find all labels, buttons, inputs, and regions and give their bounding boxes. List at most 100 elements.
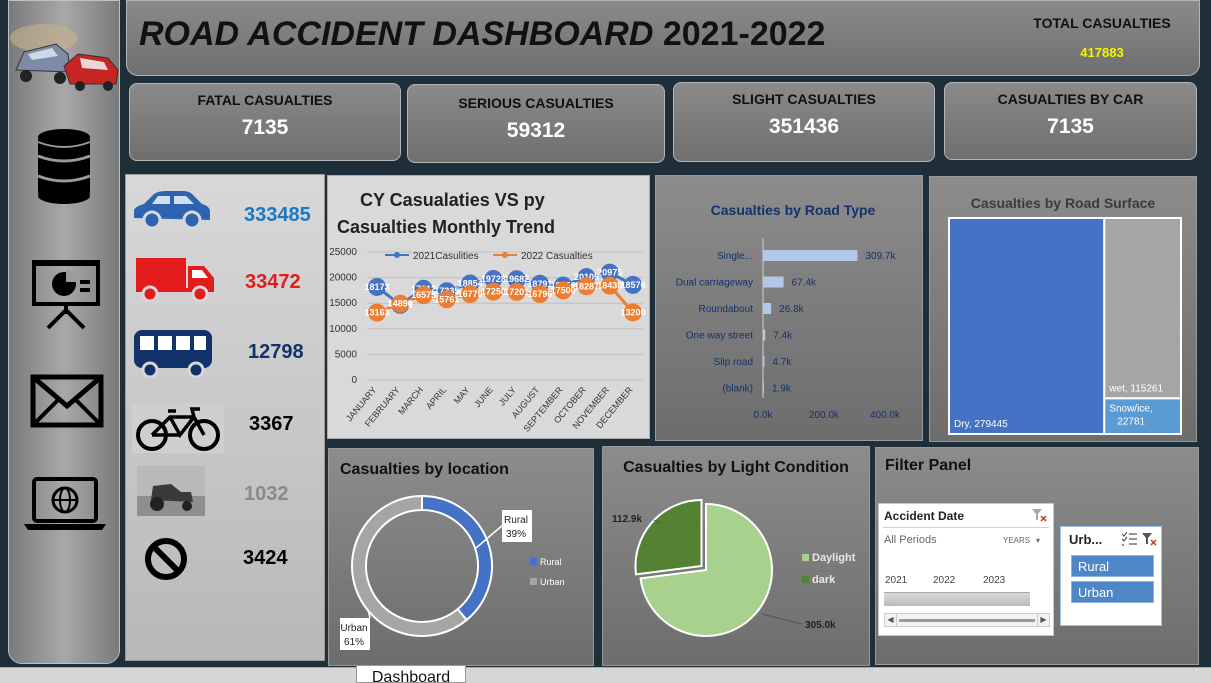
treemap-cell	[1103, 217, 1182, 400]
road-surface-chart: Dry, 279445 wet, 115261 Snow/ice, 22781	[948, 217, 1182, 435]
laptop-globe-icon[interactable]	[22, 476, 108, 532]
data-point	[600, 276, 619, 295]
y-tick-label: 0	[351, 375, 357, 386]
label-pct: 39%	[506, 529, 526, 540]
data-point	[461, 285, 480, 304]
y-tick-label: 20000	[329, 273, 357, 284]
car-icon	[134, 191, 210, 230]
data-label: 13163	[364, 308, 389, 318]
page-title-year: 2021-2022	[662, 15, 826, 53]
treemap-label: wet, 115261	[1108, 383, 1163, 394]
farm-vehicle-icon	[137, 466, 205, 516]
data-label: 19728	[481, 274, 506, 284]
date-slicer-year-2021[interactable]: 2021	[885, 575, 908, 586]
x-tick-label: 400.0k	[870, 410, 901, 421]
light-chart: 112.9k 305.0k Daylight dark	[612, 499, 856, 637]
data-label: 18173	[364, 282, 389, 292]
other-casualties-value: 3424	[243, 547, 288, 569]
y-tick-label: 5000	[335, 349, 358, 360]
x-tick-label: 200.0k	[809, 410, 840, 421]
legend-label: Daylight	[812, 552, 856, 564]
data-label: 18430	[597, 281, 622, 291]
date-slicer-timeline-bar[interactable]	[884, 592, 1030, 606]
car-crash-logo-icon	[10, 24, 119, 91]
truck-icon	[136, 258, 214, 302]
road-type-chart: Single... 309.7k Dual carriageway 67.4k Roun…	[676, 238, 901, 421]
urban-rural-slicer[interactable]: Urb... Rural Urban	[1060, 526, 1162, 626]
treemap-cell	[948, 217, 1106, 435]
date-slicer-scrollbar[interactable]: ◀ ▶	[884, 613, 1050, 627]
data-label: 13200	[620, 307, 645, 317]
light-title: Casualties by Light Condition	[623, 459, 849, 476]
scroll-thumb[interactable]	[899, 619, 1035, 622]
kpi-fatal-label: FATAL CASUALTIES	[197, 92, 333, 108]
legend-swatch	[530, 578, 537, 585]
x-tick-label: MARCH	[396, 385, 425, 417]
category-label: (blank)	[722, 384, 753, 395]
scroll-right-icon[interactable]: ▶	[1037, 614, 1049, 626]
scroll-left-icon[interactable]: ◀	[885, 614, 897, 626]
date-slicer-granularity[interactable]: YEARS	[1003, 536, 1031, 545]
clear-filter-icon[interactable]	[1031, 508, 1047, 522]
treemap-label: Snow/ice,	[1109, 403, 1152, 414]
legend-label: Rural	[540, 557, 562, 567]
database-icon[interactable]	[36, 128, 92, 204]
data-point	[414, 286, 433, 305]
pie-slice	[634, 499, 703, 576]
data-point	[437, 290, 456, 309]
bicycle-icon	[132, 403, 224, 453]
date-slicer-year-2023[interactable]: 2023	[983, 575, 1006, 586]
data-label: 18791	[527, 279, 552, 289]
category-label: One way street	[686, 331, 753, 342]
header-banner: ROAD ACCIDENT DASHBOARD 2021-2022 TOTAL …	[126, 0, 1200, 76]
mail-icon[interactable]	[30, 374, 104, 428]
data-point	[507, 270, 526, 289]
chevron-down-icon[interactable]: ▾	[1036, 536, 1041, 545]
bar	[763, 276, 784, 288]
trend-title-line2: Casualties Monthly Trend	[337, 217, 556, 237]
x-tick-label: APRIL	[424, 385, 448, 411]
donut-segment	[351, 494, 469, 637]
bus-icon	[134, 330, 212, 378]
kpi-serious: SERIOUS CASUALTIES 59312	[407, 84, 665, 163]
label-box	[502, 510, 532, 542]
clear-filter-icon[interactable]	[1141, 532, 1157, 546]
date-slicer-year-2022[interactable]: 2022	[933, 575, 956, 586]
data-point	[507, 282, 526, 301]
trend-chart: 2500020000150001000050000JANUARYFEBRUARY…	[329, 247, 645, 434]
legend-swatch	[530, 558, 537, 565]
label-pct: 61%	[344, 637, 364, 648]
bicycle-casualties-value: 3367	[249, 413, 294, 435]
kpi-fatal: FATAL CASUALTIES 7135	[129, 83, 401, 161]
data-point	[554, 281, 573, 300]
data-point	[624, 303, 642, 322]
road-type-title: Casualties by Road Type	[710, 202, 876, 218]
presentation-chart-icon[interactable]	[30, 258, 102, 330]
data-label: 309.7k	[865, 251, 896, 262]
slicer-item-urban[interactable]: Urban	[1071, 581, 1154, 603]
legend-marker	[502, 252, 508, 258]
multi-select-icon[interactable]	[1121, 532, 1137, 546]
data-label: 26.8k	[779, 304, 804, 315]
data-point	[484, 282, 503, 301]
data-label: 17250	[481, 287, 506, 297]
category-label: Single...	[717, 251, 753, 262]
legend-marker	[394, 252, 400, 258]
slicer-item-rural[interactable]: Rural	[1071, 555, 1154, 577]
date-slicer[interactable]: Accident Date All Periods YEARS ▾ 2021 2…	[878, 503, 1054, 636]
category-label: Slip road	[714, 357, 753, 368]
sheet-tab-dashboard[interactable]: Dashboard	[356, 666, 466, 683]
page-title-main: ROAD ACCIDENT DASHBOARD	[139, 15, 654, 53]
location-title: Casualties by location	[340, 461, 509, 478]
kpi-serious-label: SERIOUS CASUALTIES	[458, 95, 614, 111]
kpi-fatal-value: 7135	[241, 116, 289, 139]
date-slicer-title: Accident Date	[884, 509, 965, 523]
legend-label: dark	[812, 574, 836, 586]
data-point	[484, 269, 503, 288]
legend-swatch	[802, 554, 809, 561]
kpi-car-value: 7135	[1047, 115, 1094, 138]
data-label: 18854	[458, 278, 483, 288]
legend-label: 2022 Casualties	[521, 251, 593, 262]
road-type-panel	[655, 175, 923, 441]
label-leader	[367, 609, 371, 619]
